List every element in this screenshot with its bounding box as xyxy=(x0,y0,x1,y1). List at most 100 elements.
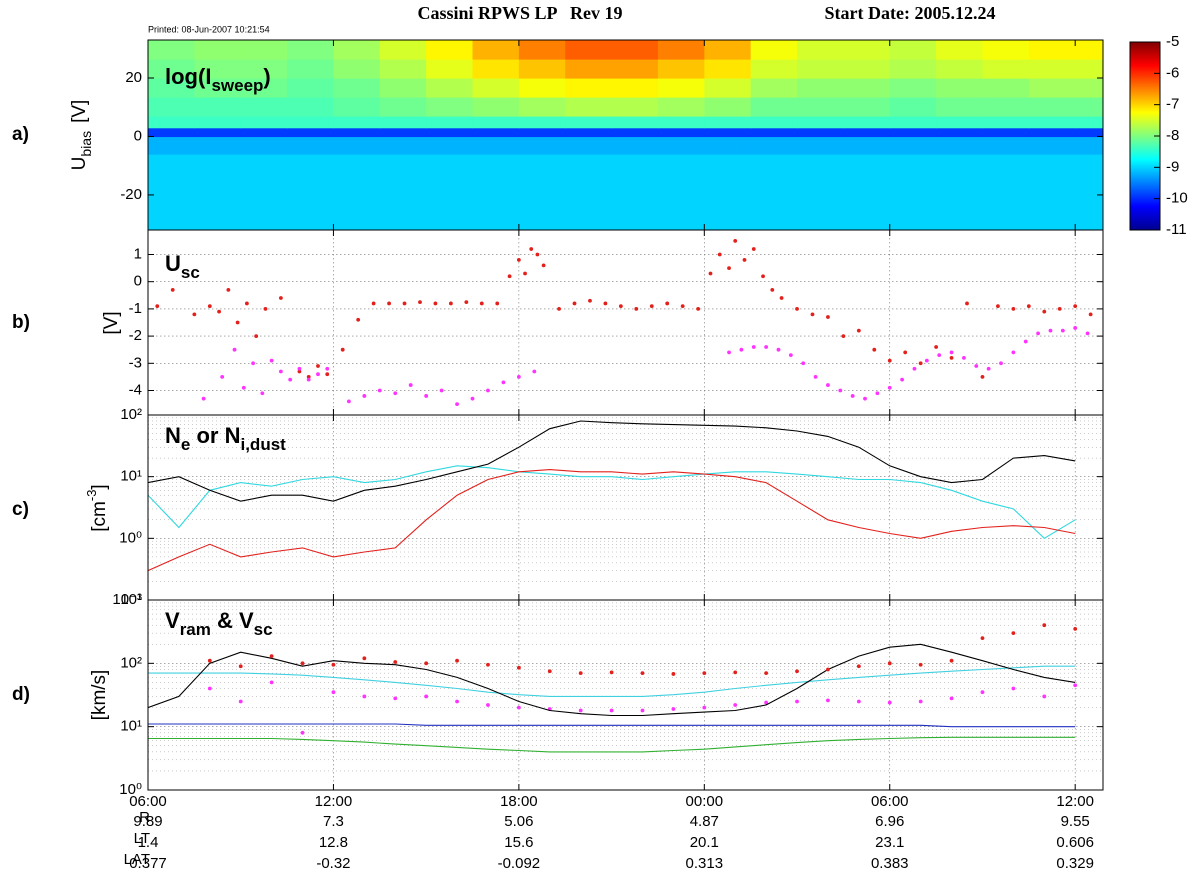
panel-label: log(Isweep) xyxy=(165,64,271,96)
data-point xyxy=(516,665,521,670)
label-subscript: sc xyxy=(254,620,273,639)
data-point xyxy=(408,383,413,387)
heat-cell xyxy=(611,173,659,193)
heat-cell xyxy=(148,116,195,129)
heat-cell xyxy=(194,59,242,79)
heat-cell xyxy=(287,154,335,174)
x-tick-label: 18:00 xyxy=(500,793,538,810)
data-point xyxy=(155,304,160,309)
heat-cell xyxy=(936,78,984,98)
data-point xyxy=(742,258,747,262)
data-line xyxy=(148,643,1076,717)
data-point xyxy=(439,388,444,393)
heat-cell xyxy=(472,173,520,193)
heat-cell xyxy=(611,78,659,98)
heat-cell xyxy=(240,136,288,155)
data-point xyxy=(300,730,305,735)
plot-layer: -20 0 20 -4 -3 -2 -1 0 1 10⁻¹ 10⁰ 10¹ 10² 10⁰ 10¹ 10² 10… xyxy=(112,39,1104,810)
data-point xyxy=(924,358,929,363)
data-point xyxy=(306,377,311,382)
data-point xyxy=(609,670,614,675)
start-date: Start Date: 2005.12.24 xyxy=(825,3,996,23)
data-point xyxy=(1073,304,1078,309)
colorbar-tick-label: -7 xyxy=(1166,96,1179,113)
heat-cell xyxy=(797,78,844,98)
data-point xyxy=(297,366,302,371)
heat-cell xyxy=(982,211,1030,230)
data-point xyxy=(949,350,954,355)
data-point xyxy=(708,271,713,276)
x-tick-label: 12:00 xyxy=(315,793,353,810)
data-point xyxy=(523,271,527,276)
ephemeris-value: 5.06 xyxy=(504,813,533,830)
heat-cell xyxy=(518,192,566,212)
heat-cell xyxy=(379,211,427,230)
heat-cell xyxy=(379,78,427,98)
data-point xyxy=(1011,631,1016,636)
heat-cell xyxy=(426,78,474,98)
heat-cell xyxy=(750,116,798,129)
data-point xyxy=(402,301,407,306)
heat-cell xyxy=(843,173,891,193)
heat-cell xyxy=(333,40,381,60)
y-tick-label: 10² xyxy=(120,406,142,423)
heat-cell xyxy=(518,173,566,193)
y-tick-label: 10³ xyxy=(120,591,142,608)
heat-cell xyxy=(194,173,242,193)
data-point xyxy=(340,347,345,352)
data-point xyxy=(999,361,1003,366)
data-point xyxy=(424,394,429,398)
heat-cell xyxy=(982,192,1030,212)
heat-cell xyxy=(287,97,335,117)
panel-letter: d) xyxy=(12,684,30,705)
label-part: ] xyxy=(89,484,110,489)
heat-cell xyxy=(936,97,984,117)
label-part: [km/s] xyxy=(89,670,110,721)
data-point xyxy=(640,671,645,676)
data-point xyxy=(974,364,979,368)
heat-cell xyxy=(704,116,752,129)
data-point xyxy=(346,399,351,404)
heat-cell xyxy=(518,40,566,60)
data-point xyxy=(207,658,212,663)
heat-cell xyxy=(148,154,195,174)
heat-cell xyxy=(1075,154,1103,174)
heat-cell xyxy=(936,136,984,155)
data-point xyxy=(887,385,892,390)
data-point xyxy=(464,300,469,304)
data-point xyxy=(717,252,722,257)
data-point xyxy=(912,366,917,371)
colorbar-tick-label: -11 xyxy=(1166,221,1187,238)
data-point xyxy=(371,301,376,306)
data-point xyxy=(751,345,756,349)
panel-frame xyxy=(147,599,1104,791)
data-point xyxy=(278,369,283,374)
data-point xyxy=(532,369,537,374)
data-point xyxy=(875,391,880,396)
heat-cell xyxy=(565,97,613,117)
heat-cell xyxy=(148,40,195,60)
heat-cell xyxy=(704,78,752,98)
data-point xyxy=(578,708,583,713)
data-point xyxy=(795,699,799,704)
heat-cell xyxy=(657,211,705,230)
data-point xyxy=(325,372,330,377)
heat-cell xyxy=(426,173,474,193)
label-part: [cm xyxy=(89,501,110,532)
ephemeris-value: -0.32 xyxy=(316,855,350,872)
y-tick-label: -1 xyxy=(129,300,142,317)
data-point xyxy=(297,369,302,374)
data-point xyxy=(918,361,923,366)
data-point xyxy=(934,345,939,349)
data-point xyxy=(887,700,892,705)
panel-frame xyxy=(147,229,1104,416)
y-tick-label: 10² xyxy=(120,654,142,671)
heat-cell xyxy=(194,127,242,138)
heat-cell xyxy=(1075,97,1103,117)
data-point xyxy=(207,686,212,691)
heat-cell xyxy=(704,211,752,230)
panel-label: Usc xyxy=(165,251,200,283)
heat-cell xyxy=(287,136,335,155)
data-point xyxy=(331,690,336,695)
